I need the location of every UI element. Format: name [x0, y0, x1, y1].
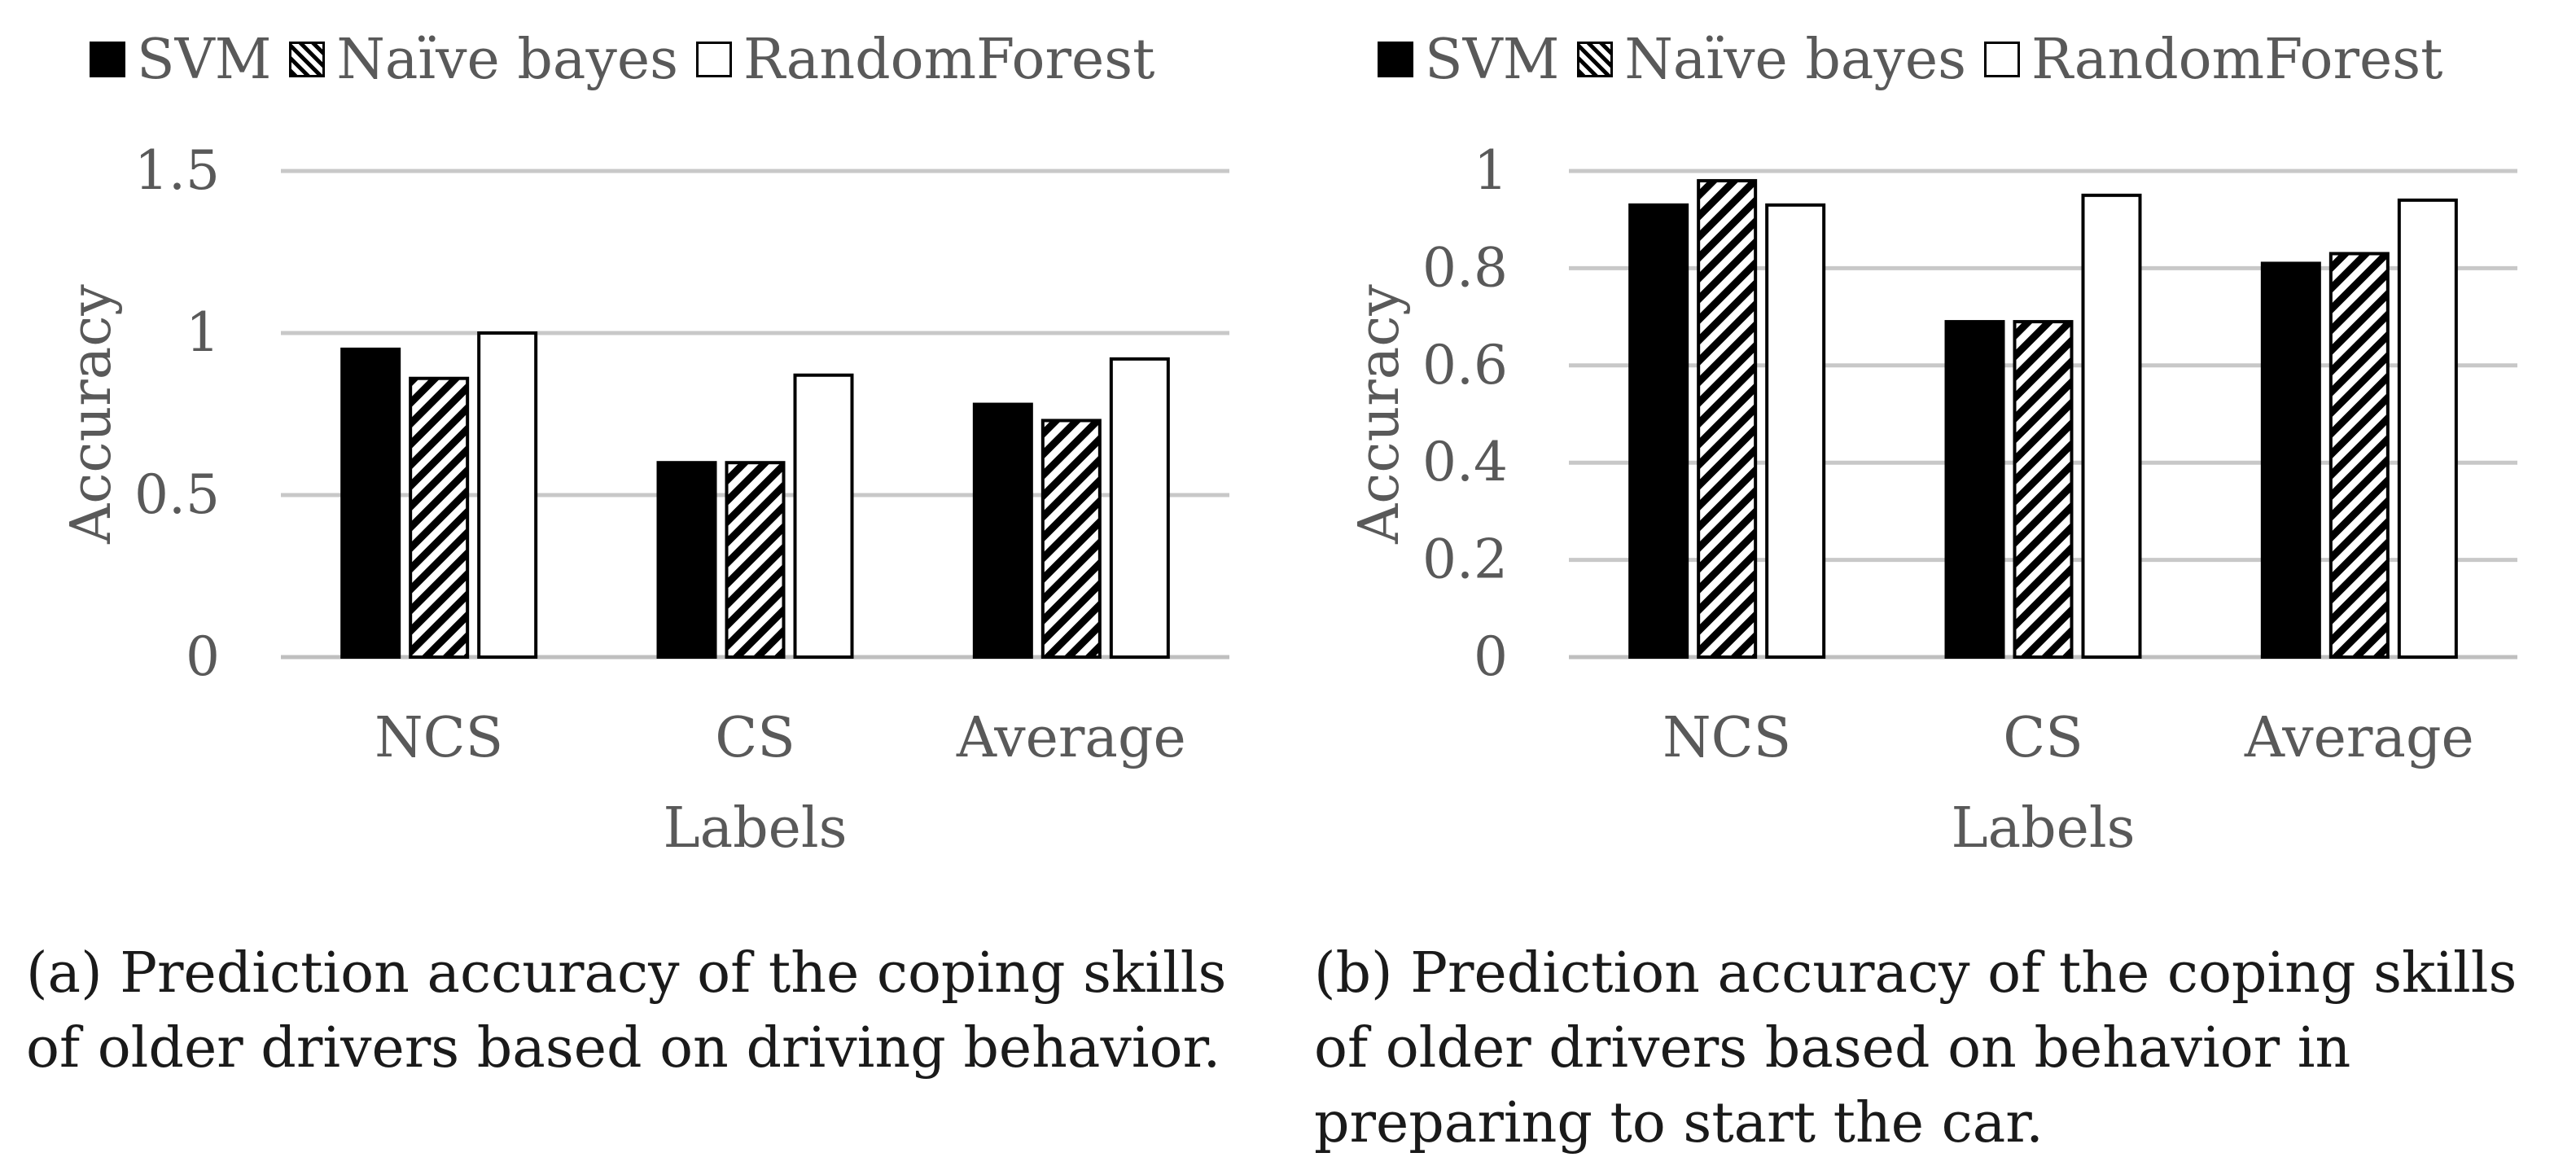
- bar-svm-cs: [1944, 320, 2005, 659]
- caption-a: (a) Prediction accuracy of the coping sk…: [26, 941, 1227, 1081]
- y-tick-label: 1: [186, 301, 220, 364]
- y-tick-label: 1.5: [134, 139, 220, 202]
- x-category-label: Average: [2244, 706, 2474, 770]
- x-category-label: NCS: [1663, 706, 1791, 770]
- legend-swatch-svm: [1378, 42, 1413, 77]
- bar-random-forest-cs: [793, 373, 854, 659]
- legend-swatch-random-forest: [696, 42, 733, 77]
- plot-area: 0 0.2 0.4 0.6 0.8 1 NCS CS Average Labels Accuracy: [1347, 139, 2517, 861]
- bar-svm-average: [2260, 261, 2321, 659]
- legend-label-naive-bayes: Naïve bayes: [1624, 27, 1967, 92]
- bar-random-forest-average: [2397, 198, 2458, 659]
- y-tick-label: 1: [1474, 139, 1508, 202]
- legend-label-naive-bayes: Naïve bayes: [336, 27, 679, 92]
- bar-chart-b: 0 0.2 0.4 0.6 0.8 1 NCS CS Average Labels Accuracy: [1347, 139, 2517, 861]
- y-tick-label: 0.6: [1422, 334, 1508, 397]
- legend-item-random-forest: RandomForest: [696, 28, 1154, 92]
- legend-swatch-naive-bayes: [289, 42, 326, 77]
- bar-svm-ncs: [1628, 203, 1689, 660]
- bar-naive-bayes-cs: [725, 461, 786, 660]
- y-tick-label: 0: [186, 625, 220, 688]
- bar-random-forest-cs: [2081, 193, 2142, 660]
- x-category-label: CS: [2003, 706, 2083, 770]
- legend-b: SVM Naïve bayes RandomForest: [1378, 23, 2460, 96]
- x-axis-title: Labels: [663, 796, 847, 861]
- chart-panel-b: SVM Naïve bayes RandomForest 0 0.2 0.4 0.6 0…: [1288, 0, 2576, 1166]
- bar-naive-bayes-average: [2328, 252, 2390, 659]
- x-axis-title: Labels: [1951, 796, 2135, 861]
- y-tick-label: 0.4: [1422, 431, 1508, 493]
- legend-swatch-random-forest: [1984, 42, 2021, 77]
- chart-panel-a: SVM Naïve bayes RandomForest 0 0.5 1 1.5 NCS…: [26, 23, 1229, 1081]
- bar-random-forest-ncs: [1765, 203, 1826, 660]
- legend-item-random-forest: RandomForest: [1984, 28, 2442, 92]
- legend-item-svm: SVM: [90, 28, 271, 92]
- legend-label-random-forest: RandomForest: [743, 27, 1155, 92]
- plot-area: 0 0.5 1 1.5 NCS CS Average Labels Accuracy: [59, 139, 1229, 861]
- legend-item-naive-bayes: Naïve bayes: [1577, 28, 1966, 92]
- bar-chart-a: 0 0.5 1 1.5 NCS CS Average Labels Accuracy: [59, 139, 1229, 861]
- legend-a: SVM Naïve bayes RandomForest: [90, 23, 1172, 96]
- y-tick-label: 0: [1474, 625, 1508, 688]
- y-axis-title: Accuracy: [1347, 284, 1412, 545]
- legend-label-random-forest: RandomForest: [2031, 27, 2443, 92]
- x-category-label: NCS: [375, 706, 503, 770]
- bar-random-forest-average: [1109, 357, 1170, 659]
- legend-swatch-svm: [90, 42, 125, 77]
- bar-svm-average: [972, 402, 1033, 659]
- bar-naive-bayes-ncs: [1697, 178, 1758, 659]
- bar-svm-cs: [656, 461, 717, 660]
- x-category-label: CS: [715, 706, 795, 770]
- legend-item-svm: SVM: [1378, 28, 1559, 92]
- legend-label-svm: SVM: [137, 27, 272, 92]
- legend-item-naive-bayes: Naïve bayes: [289, 28, 678, 92]
- bar-svm-ncs: [340, 347, 401, 659]
- y-tick-label: 0.2: [1422, 528, 1508, 591]
- legend-label-svm: SVM: [1425, 27, 1560, 92]
- caption-b: (b) Prediction accuracy of the coping sk…: [1314, 941, 2517, 1155]
- bar-random-forest-ncs: [477, 331, 538, 659]
- bar-naive-bayes-average: [1040, 419, 1102, 660]
- y-tick-label: 0.8: [1422, 236, 1508, 299]
- y-axis-title: Accuracy: [59, 284, 124, 545]
- x-category-label: Average: [956, 706, 1186, 770]
- bar-naive-bayes-ncs: [409, 376, 470, 659]
- legend-swatch-naive-bayes: [1577, 42, 1614, 77]
- bar-naive-bayes-cs: [2013, 320, 2074, 659]
- y-tick-label: 0.5: [134, 463, 220, 526]
